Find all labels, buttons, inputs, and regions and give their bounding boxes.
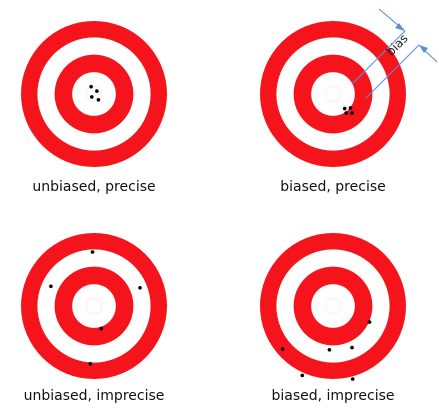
- target-unbiased-imprecise: [21, 233, 167, 379]
- targets-layer: [21, 21, 406, 381]
- shot-mark: [138, 286, 142, 290]
- caption-biased-imprecise: biased, imprecise: [271, 388, 394, 404]
- captions-layer: unbiased, precise biased, precise unbias…: [24, 179, 395, 404]
- caption-unbiased-imprecise: unbiased, imprecise: [24, 388, 165, 404]
- caption-biased-precise: biased, precise: [280, 179, 386, 195]
- shot-mark: [348, 106, 353, 110]
- shot-mark: [90, 95, 94, 99]
- shot-mark: [342, 106, 347, 111]
- shot-mark: [367, 320, 372, 324]
- shot-mark: [350, 345, 354, 350]
- target-center-spot: [325, 86, 341, 102]
- bias-arrow-bottom-head: [419, 45, 428, 53]
- shot-mark: [350, 111, 354, 115]
- shot-mark: [88, 361, 93, 366]
- target-biased-imprecise: [260, 233, 406, 381]
- bias-extension-line-inner: [365, 44, 420, 99]
- shot-mark: [99, 326, 104, 331]
- target-biased-precise: [260, 21, 406, 167]
- target-center-spot: [325, 298, 341, 314]
- shot-mark: [95, 89, 99, 93]
- shot-mark: [49, 284, 53, 289]
- bias-arrow-top-head: [395, 23, 405, 31]
- shot-mark: [89, 84, 93, 89]
- shot-mark: [96, 98, 101, 102]
- caption-unbiased-precise: unbiased, precise: [32, 179, 155, 195]
- target-unbiased-precise: [21, 21, 167, 167]
- bias-extension-line-outer: [351, 30, 406, 85]
- shot-mark: [280, 347, 285, 351]
- shot-mark: [327, 348, 332, 352]
- target-center-spot: [86, 298, 102, 314]
- shot-mark: [90, 250, 95, 254]
- shot-mark: [300, 373, 305, 378]
- shot-mark: [344, 111, 348, 115]
- shot-mark: [350, 377, 355, 381]
